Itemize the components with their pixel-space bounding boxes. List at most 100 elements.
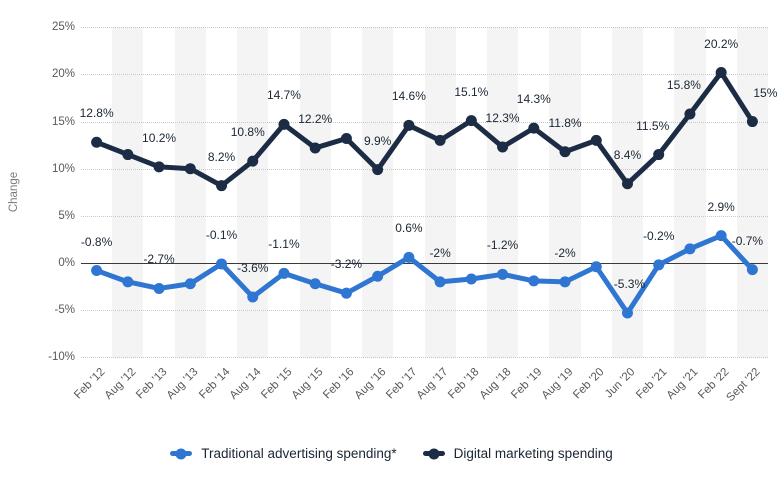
data-label-digital-marketing: 15.8% — [666, 78, 701, 92]
zero-axis-line — [81, 263, 768, 264]
data-point-traditional-advertising[interactable] — [247, 291, 259, 303]
legend-item-traditional-advertising[interactable]: Traditional advertising spending* — [170, 446, 397, 461]
data-point-traditional-advertising[interactable] — [309, 278, 321, 290]
background-stripe — [611, 27, 644, 358]
gridline — [81, 121, 768, 123]
background-stripe — [362, 27, 394, 358]
data-point-traditional-advertising[interactable] — [340, 287, 352, 299]
data-point-digital-marketing[interactable] — [340, 133, 352, 145]
background-stripe — [174, 27, 206, 358]
data-label-traditional-advertising: -2% — [429, 245, 451, 260]
y-tick-label: 5% — [58, 209, 75, 222]
data-point-traditional-advertising[interactable] — [528, 275, 540, 287]
data-label-traditional-advertising: -2% — [554, 245, 576, 260]
data-label-traditional-advertising: -3.6% — [237, 260, 269, 275]
y-tick-label: 0% — [58, 257, 75, 269]
background-stripe — [237, 27, 269, 358]
gridline — [81, 310, 768, 312]
data-point-traditional-advertising[interactable] — [434, 276, 446, 288]
data-point-traditional-advertising[interactable] — [372, 270, 384, 282]
data-label-digital-marketing: 14.3% — [516, 92, 551, 107]
series-lines — [91, 67, 758, 319]
data-label-traditional-advertising: -5.3% — [613, 276, 646, 291]
data-point-digital-marketing[interactable] — [653, 149, 665, 161]
data-point-traditional-advertising[interactable] — [216, 258, 228, 270]
legend: Traditional advertising spending* Digita… — [0, 446, 783, 461]
gridline — [81, 215, 768, 217]
background-stripe — [424, 27, 456, 358]
data-label-digital-marketing: 9.9% — [363, 133, 392, 148]
data-point-digital-marketing[interactable] — [465, 115, 477, 127]
data-point-digital-marketing[interactable] — [184, 163, 196, 175]
gridline — [81, 74, 768, 76]
y-tick-label: 15% — [51, 115, 75, 128]
data-point-digital-marketing[interactable] — [122, 149, 134, 161]
data-point-traditional-advertising[interactable] — [122, 276, 134, 288]
data-label-traditional-advertising: -0.8% — [80, 234, 113, 249]
y-tick-label: -10% — [48, 351, 75, 364]
data-point-traditional-advertising[interactable] — [497, 268, 509, 280]
gridline — [81, 168, 768, 170]
data-label-digital-marketing: 11.5% — [636, 118, 670, 133]
data-point-traditional-advertising[interactable] — [153, 282, 165, 294]
data-point-traditional-advertising[interactable] — [559, 276, 571, 288]
legend-line-marker-icon — [422, 448, 445, 459]
data-point-traditional-advertising[interactable] — [684, 243, 696, 255]
data-point-digital-marketing[interactable] — [528, 122, 540, 134]
data-label-digital-marketing: 8.4% — [613, 147, 642, 162]
data-point-traditional-advertising[interactable] — [278, 267, 290, 279]
data-point-digital-marketing[interactable] — [559, 146, 571, 158]
data-label-digital-marketing: 15.1% — [454, 84, 489, 99]
data-point-digital-marketing[interactable] — [216, 180, 228, 192]
line-traditional-advertising — [94, 233, 755, 316]
legend-item-digital-marketing[interactable]: Digital marketing spending — [422, 446, 613, 461]
gridline — [81, 357, 768, 359]
data-point-digital-marketing[interactable] — [153, 161, 165, 173]
data-point-traditional-advertising[interactable] — [91, 265, 103, 277]
data-label-traditional-advertising: -3.2% — [330, 257, 363, 272]
data-label-digital-marketing: 20.2% — [704, 36, 739, 51]
y-tick-label: 20% — [51, 68, 75, 81]
data-point-digital-marketing[interactable] — [684, 108, 696, 120]
background-stripe — [299, 27, 331, 358]
legend-line-marker-icon — [170, 448, 193, 459]
legend-dot-icon — [175, 448, 187, 459]
data-label-digital-marketing: 14.7% — [266, 88, 301, 103]
data-point-traditional-advertising[interactable] — [746, 264, 758, 276]
data-label-digital-marketing: 10.2% — [142, 130, 177, 145]
data-point-traditional-advertising[interactable] — [403, 251, 415, 263]
data-point-traditional-advertising[interactable] — [621, 307, 633, 319]
data-point-digital-marketing[interactable] — [590, 134, 602, 146]
background-stripe — [674, 27, 706, 358]
data-point-digital-marketing[interactable] — [434, 134, 446, 146]
data-point-digital-marketing[interactable] — [247, 155, 259, 167]
gridline — [81, 27, 768, 29]
y-tick-label: -5% — [54, 304, 75, 317]
data-point-traditional-advertising[interactable] — [184, 278, 196, 290]
data-point-traditional-advertising[interactable] — [715, 230, 727, 242]
background-stripe — [736, 27, 768, 358]
data-point-digital-marketing[interactable] — [309, 142, 321, 154]
data-point-digital-marketing[interactable] — [497, 141, 509, 153]
data-point-digital-marketing[interactable] — [372, 164, 384, 176]
background-stripe — [549, 27, 581, 358]
data-point-traditional-advertising[interactable] — [590, 261, 602, 273]
data-label-traditional-advertising: -1.2% — [486, 238, 519, 253]
data-label-traditional-advertising: 0.6% — [395, 221, 423, 236]
data-point-digital-marketing[interactable] — [746, 116, 758, 128]
data-label-traditional-advertising: -2.7% — [143, 252, 175, 267]
data-label-digital-marketing: 11.8% — [548, 115, 582, 130]
data-point-digital-marketing[interactable] — [715, 67, 727, 79]
legend-label-traditional-advertising: Traditional advertising spending* — [201, 446, 397, 461]
data-point-digital-marketing[interactable] — [621, 178, 633, 190]
data-label-traditional-advertising: 2.9% — [707, 199, 735, 214]
background-stripe — [486, 27, 519, 358]
data-point-digital-marketing[interactable] — [403, 119, 415, 131]
data-point-traditional-advertising[interactable] — [653, 259, 665, 271]
y-tick-label: 10% — [51, 162, 75, 175]
data-point-traditional-advertising[interactable] — [465, 273, 477, 285]
data-label-traditional-advertising: -0.7% — [731, 233, 764, 248]
data-point-digital-marketing[interactable] — [278, 118, 290, 130]
data-point-digital-marketing[interactable] — [91, 136, 103, 148]
